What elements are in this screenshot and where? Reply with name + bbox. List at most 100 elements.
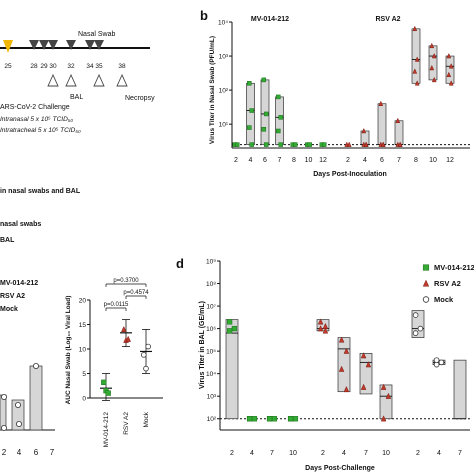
panel-b-point xyxy=(412,68,418,74)
panel-b-box xyxy=(445,55,455,84)
panel-d-x-tick-label: 7 xyxy=(270,450,274,457)
panel-label-d: d xyxy=(176,256,184,271)
panel-d-point xyxy=(343,385,350,393)
auc-y-tick-label: 5 xyxy=(82,371,86,378)
auc-y-tick-label: 10 xyxy=(79,347,87,354)
panel-d-point xyxy=(380,415,387,422)
partial-c-point xyxy=(15,420,22,427)
panel-b-point xyxy=(261,77,267,83)
panel-b-point xyxy=(263,142,269,147)
partial-c-tick: 6 xyxy=(34,448,39,457)
panel-b-point xyxy=(247,125,252,130)
panel-b-point xyxy=(414,80,420,86)
panel-b-y-tick-label: 10¹ xyxy=(219,122,229,129)
panel-d-point xyxy=(292,416,299,422)
partial-c-point xyxy=(14,401,21,408)
auc-pvalue: p=0.3700 xyxy=(113,278,139,284)
panel-d-x-tick-label: 10 xyxy=(289,450,297,457)
panel-b-point xyxy=(247,81,252,86)
panel-b-point xyxy=(378,100,384,106)
panel-b-box xyxy=(411,28,421,84)
panel-d-point xyxy=(360,383,367,390)
panel-b-point xyxy=(431,76,437,83)
panel-b-point xyxy=(448,80,454,86)
panel-b-x-tick-label: 12 xyxy=(446,157,454,164)
panel-d-y-tick-label: 10⁸ xyxy=(206,281,216,288)
panel-d-x-tick-label: 7 xyxy=(364,450,368,457)
bal-marker xyxy=(47,73,59,87)
panel-d-x-tick-label: 4 xyxy=(437,450,441,457)
panel-d-legend-swatch xyxy=(422,279,430,287)
nasal-swab-marker xyxy=(48,40,58,50)
panel-b-x-tick-label: 7 xyxy=(397,157,401,164)
panel-b-point xyxy=(431,52,437,59)
panel-b-point xyxy=(249,142,254,147)
partial-c-tick: 2 xyxy=(2,448,7,457)
panel-b-point xyxy=(397,141,403,147)
necropsy-label: Necropsy xyxy=(125,95,155,102)
panel-d-y-label: Virus Titer in BAL (GE/mL) xyxy=(199,301,206,389)
panel-b-point xyxy=(261,127,267,132)
nasal-swab-marker xyxy=(66,40,76,50)
panel-d-point xyxy=(433,361,440,368)
partial-c-box xyxy=(0,394,7,431)
panel-b-x-tick-label: 10 xyxy=(305,157,313,164)
panel-b-point xyxy=(363,141,369,147)
panel-d-x-tick-label: 4 xyxy=(250,450,254,457)
auc-point xyxy=(121,325,127,333)
panel-d-point xyxy=(380,383,387,390)
auc-point xyxy=(125,335,131,342)
nasal-swab-marker xyxy=(29,40,39,50)
panel-d-point xyxy=(433,357,440,363)
panel-d-x-tick-label: 4 xyxy=(342,450,346,457)
left-legend-3: Mock xyxy=(0,306,18,313)
timeline-day-label: 34 xyxy=(86,63,94,70)
panel-b-box xyxy=(377,103,387,145)
panel-d-point xyxy=(317,325,324,332)
panel-d-y-tick-label: 10⁷ xyxy=(206,304,216,311)
bal-label: BAL xyxy=(70,94,83,101)
panel-b-x-tick-label: 12 xyxy=(319,157,327,164)
panel-d-legend-label: RSV A2 xyxy=(434,279,461,288)
panel-b-point xyxy=(395,117,401,124)
panel-b-point xyxy=(414,56,420,62)
partial-c-point xyxy=(1,424,7,431)
left-note-1: in nasal swabs and BAL xyxy=(0,188,81,195)
panel-d-legend-swatch xyxy=(422,296,430,303)
panel-d-x-tick-label: 7 xyxy=(458,450,462,457)
challenge-intranasal: Intranasal 5 x 10⁵ TCID₅₀ xyxy=(0,116,73,123)
panel-d-x-tick-label: 2 xyxy=(321,450,325,457)
panel-b-point xyxy=(361,127,367,134)
panel-b-y-tick-label: 10³ xyxy=(219,54,229,61)
panel-d-legend-label: Mock xyxy=(434,295,454,304)
auc-y-label: AUC Nasal Swab (Log₁₀ Viral Load) xyxy=(65,296,72,405)
panel-d-point xyxy=(385,392,392,399)
panel-d-point xyxy=(343,347,350,354)
panel-b-point xyxy=(429,42,435,49)
timeline-day-label: 28 xyxy=(30,63,38,70)
panel-b-point xyxy=(412,25,418,32)
panel-b-point xyxy=(278,115,283,120)
auc-point xyxy=(141,352,147,358)
panel-b-x-tick-label: 6 xyxy=(380,157,384,164)
auc-point xyxy=(105,390,111,396)
panel-b-x-label: Days Post-Inoculation xyxy=(313,171,387,178)
panel-b-group-label: RSV A2 xyxy=(375,16,400,23)
panel-d-point xyxy=(271,416,278,422)
auc-x-tick-label: Mock xyxy=(143,411,150,427)
panel-b-x-tick-label: 2 xyxy=(234,157,238,164)
panel-d-point xyxy=(317,318,324,325)
inoculation-marker xyxy=(3,40,13,53)
auc-point xyxy=(145,343,152,350)
auc-x-tick-label: MV-014-212 xyxy=(103,412,110,448)
panel-b-x-tick-label: 8 xyxy=(414,157,418,164)
panel-d-point xyxy=(360,352,367,359)
panel-d-point xyxy=(322,327,329,334)
panel-d-x-label: Days Post-Challenge xyxy=(305,465,375,472)
panel-b-point xyxy=(249,108,254,113)
challenge-title: ARS-CoV-2 Challenge xyxy=(0,104,70,111)
partial-c-point xyxy=(1,393,7,400)
panel-d-point xyxy=(338,365,345,372)
panel-d-point xyxy=(412,330,419,336)
auc-pvalue: p=0.0115 xyxy=(104,302,129,308)
